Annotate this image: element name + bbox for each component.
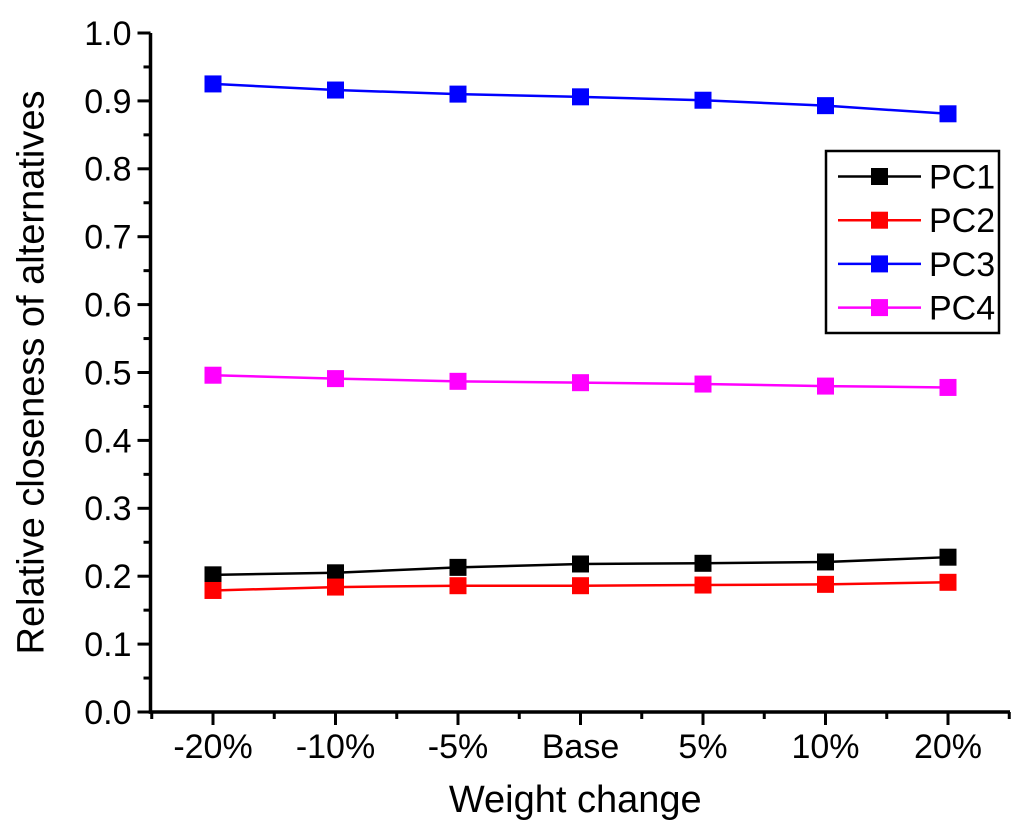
series-PC3 <box>204 75 957 123</box>
legend-label-PC1: PC1 <box>929 158 995 196</box>
legend-box <box>824 149 1001 335</box>
data-point-PC1-4 <box>694 554 712 572</box>
legend-label-PC4: PC4 <box>929 290 995 328</box>
legend-marker-PC1 <box>871 168 888 185</box>
data-point-PC2-4 <box>694 576 712 594</box>
data-point-PC1-1 <box>327 564 344 582</box>
legend: PC1 PC2 PC3 PC4 <box>824 149 1001 335</box>
y-tick-label: 0.3 <box>84 490 131 528</box>
y-tick-label: 0.2 <box>84 558 131 596</box>
legend-entry-PC1: PC1 <box>838 158 995 196</box>
legend-marker-PC3 <box>871 255 888 273</box>
series-PC4 <box>204 366 957 396</box>
data-point-PC2-6 <box>939 573 957 591</box>
legend-entry-PC4: PC4 <box>838 290 995 328</box>
series-PC1 <box>204 548 957 584</box>
y-tick-label: 1.0 <box>84 15 131 53</box>
y-tick-label: 0.1 <box>84 626 131 664</box>
legend-entry-PC3: PC3 <box>838 246 995 284</box>
x-tick-label: 10% <box>791 728 859 766</box>
series-PC2 <box>204 573 957 599</box>
y-tick-label: 0.0 <box>84 694 131 732</box>
x-tick-label: Base <box>542 728 620 766</box>
data-point-PC3-4 <box>694 91 712 109</box>
data-point-PC4-0 <box>204 366 222 384</box>
x-tick-label: 20% <box>914 728 982 766</box>
data-point-PC4-5 <box>817 377 834 395</box>
legend-entry-PC2: PC2 <box>838 202 995 240</box>
data-point-PC1-5 <box>817 553 834 571</box>
legend-marker-PC4 <box>871 299 888 317</box>
data-point-PC4-4 <box>694 375 712 393</box>
x-tick-label: -10% <box>296 728 375 766</box>
x-tick-label: -20% <box>173 728 252 766</box>
data-point-PC4-6 <box>939 378 957 396</box>
data-point-PC3-0 <box>204 75 222 93</box>
data-point-PC3-6 <box>939 105 957 123</box>
data-point-PC2-2 <box>449 577 467 595</box>
x-tick-label: -5% <box>428 728 488 766</box>
data-point-PC4-1 <box>327 370 344 388</box>
data-point-PC2-1 <box>327 578 344 596</box>
y-tick-label: 0.8 <box>84 151 131 189</box>
data-point-PC2-0 <box>204 581 222 599</box>
data-point-PC4-2 <box>449 372 467 390</box>
data-point-PC1-6 <box>939 548 957 566</box>
y-tick-label: 0.4 <box>84 422 131 460</box>
axes: 0.0 0.1 0.2 0.3 0.4 0.5 0.6 0.7 0.8 0.9 1.0 -20% -10… <box>10 15 1011 821</box>
x-tick-label: 5% <box>678 728 727 766</box>
data-point-PC3-1 <box>327 81 344 99</box>
data-point-PC2-3 <box>572 577 589 595</box>
data-point-PC4-3 <box>572 374 589 392</box>
y-axis-title: Relative closeness of alternatives <box>10 91 52 655</box>
data-point-PC2-5 <box>817 575 834 593</box>
y-tick-label: 0.6 <box>84 287 131 325</box>
legend-label-PC3: PC3 <box>929 246 995 284</box>
y-tick-label: 0.5 <box>84 354 131 392</box>
legend-marker-PC2 <box>871 211 888 229</box>
data-point-PC3-5 <box>817 97 834 115</box>
legend-label-PC2: PC2 <box>929 202 995 240</box>
data-point-PC3-3 <box>572 88 589 106</box>
y-tick-label: 0.9 <box>84 83 131 121</box>
data-point-PC1-0 <box>204 566 222 584</box>
data-point-PC3-2 <box>449 85 467 103</box>
data-point-PC1-3 <box>572 555 589 573</box>
x-axis-title: Weight change <box>449 779 702 821</box>
data-point-PC1-2 <box>449 558 467 576</box>
y-tick-label: 0.7 <box>84 219 131 257</box>
